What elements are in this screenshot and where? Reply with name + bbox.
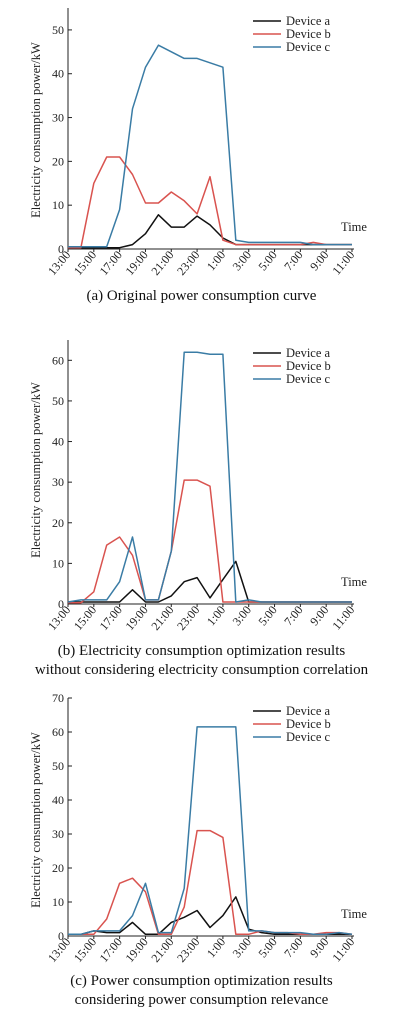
chart-c-caption-line-2: considering power consumption relevance — [74, 992, 329, 1008]
legend-label: Device b — [286, 27, 331, 41]
y-tick-label: 10 — [52, 895, 64, 909]
x-tick-label: 15:00 — [71, 935, 99, 965]
y-tick-label: 40 — [52, 67, 64, 81]
y-tick-label: 0 — [58, 929, 64, 943]
chart-b-caption: (b) Electricity consumption optimization… — [0, 642, 403, 680]
series-line-device-c — [68, 44, 352, 248]
x-tick-label: 5:00 — [255, 603, 279, 628]
legend-label: Device a — [286, 346, 331, 360]
x-tick-label: 9:00 — [307, 935, 331, 960]
x-axis-label: Time — [341, 907, 367, 921]
x-tick-label: 3:00 — [230, 603, 254, 628]
x-tick-label: 3:00 — [230, 935, 254, 960]
x-tick-label: 15:00 — [71, 603, 99, 633]
y-tick-label: 70 — [52, 691, 64, 705]
chart-panel-c: 0 10 20 30 40 50 60 70 13:00 15:00 17:00 19:00 21:00… — [0, 690, 403, 1020]
x-tick-label: 19:00 — [122, 603, 150, 633]
legend-label: Device a — [286, 704, 331, 718]
chart-panel-a: 0 10 20 30 40 50 13:00 15:00 17:00 19:00 21:00 23:0… — [0, 0, 403, 310]
x-tick-label: 13:00 — [45, 935, 73, 965]
y-axis-label: Electricity consumption power/kW — [29, 732, 43, 908]
legend-label: Device b — [286, 359, 331, 373]
y-tick-label: 0 — [58, 242, 64, 256]
x-tick-label: 5:00 — [255, 935, 279, 960]
y-tick-label: 10 — [52, 198, 64, 212]
x-tick-label: 23:00 — [174, 603, 202, 633]
x-tick-label: 13:00 — [45, 248, 73, 278]
chart-b-caption-line-2: without considering electricity consumpt… — [34, 662, 369, 678]
y-axis-label: Electricity consumption power/kW — [29, 42, 43, 218]
y-tick-label: 50 — [52, 394, 64, 408]
x-tick-label: 11:00 — [329, 248, 357, 278]
chart-c-caption: (c) Power consumption optimization resul… — [0, 972, 403, 1010]
y-tick-label: 50 — [52, 23, 64, 37]
x-tick-label: 9:00 — [307, 248, 331, 273]
x-tick-label: 21:00 — [148, 248, 176, 278]
y-tick-label: 60 — [52, 725, 64, 739]
chart-b-svg: 0 10 20 30 40 50 60 13:0015:0017:0019:0021:0023… — [29, 340, 367, 633]
y-tick-label: 20 — [52, 154, 64, 168]
legend-label: Device c — [286, 372, 331, 386]
y-tick-label: 20 — [52, 861, 64, 875]
x-tick-label: 21:00 — [148, 935, 176, 965]
x-tick-label: 7:00 — [281, 935, 305, 960]
y-tick-label: 20 — [52, 516, 64, 530]
legend-label: Device c — [286, 40, 331, 54]
series-line-device-c — [68, 726, 353, 936]
series-line-device-b — [68, 479, 352, 604]
x-tick-label: 3:00 — [230, 248, 254, 273]
y-axis-label: Electricity consumption power/kW — [29, 382, 43, 558]
y-tick-label: 50 — [52, 759, 64, 773]
x-tick-label: 17:00 — [97, 935, 125, 965]
x-tick-label: 1:00 — [204, 248, 228, 273]
legend-label: Device b — [286, 717, 331, 731]
x-tick-label: 19:00 — [122, 935, 150, 965]
x-tick-label: 21:00 — [148, 603, 176, 633]
chart-b-caption-line-1: (b) Electricity consumption optimization… — [57, 643, 346, 659]
y-tick-label: 60 — [52, 353, 64, 367]
chart-c-caption-line-1: (c) Power consumption optimization resul… — [70, 973, 333, 989]
y-tick-label: 30 — [52, 827, 64, 841]
x-tick-label: 19:00 — [122, 248, 150, 278]
series-line-device-a — [68, 896, 352, 936]
x-tick-label: 11:00 — [329, 603, 357, 633]
x-tick-label: 1:00 — [204, 603, 228, 628]
chart-c-svg: 0 10 20 30 40 50 60 70 13:0015:0017:0019:0021:00… — [29, 691, 367, 965]
x-tick-label: 17:00 — [97, 603, 125, 633]
series-line-device-b — [68, 829, 353, 936]
x-tick-label: 9:00 — [307, 603, 331, 628]
y-tick-label: 40 — [52, 435, 64, 449]
chart-panel-b: 0 10 20 30 40 50 60 13:00 15:00 17:00 19:00 21:00 23… — [0, 330, 403, 678]
legend-label: Device a — [286, 14, 331, 28]
x-axis-label: Time — [341, 220, 367, 234]
series-line-device-a — [68, 560, 352, 603]
x-tick-label: 7:00 — [281, 248, 305, 273]
legend-label: Device c — [286, 730, 331, 744]
x-tick-label: 23:00 — [174, 935, 202, 965]
chart-a-caption: (a) Original power consumption curve — [86, 288, 317, 304]
chart-a-svg: 0 10 20 30 40 50 13:0015:0017:0019:0021:0023:0… — [29, 8, 367, 278]
x-tick-label: 15:00 — [71, 248, 99, 278]
x-tick-label: 17:00 — [97, 248, 125, 278]
x-tick-label: 23:00 — [174, 248, 202, 278]
y-tick-label: 10 — [52, 556, 64, 570]
x-tick-label: 13:00 — [45, 603, 73, 633]
y-tick-label: 40 — [52, 793, 64, 807]
series-line-device-c — [67, 351, 352, 603]
x-tick-label: 5:00 — [255, 248, 279, 273]
x-axis-label: Time — [341, 575, 367, 589]
y-tick-label: 30 — [52, 475, 64, 489]
y-tick-label: 30 — [52, 111, 64, 125]
x-tick-label: 11:00 — [329, 935, 357, 965]
x-tick-label: 7:00 — [281, 603, 305, 628]
y-tick-label: 0 — [58, 597, 64, 611]
x-tick-label: 1:00 — [204, 935, 228, 960]
